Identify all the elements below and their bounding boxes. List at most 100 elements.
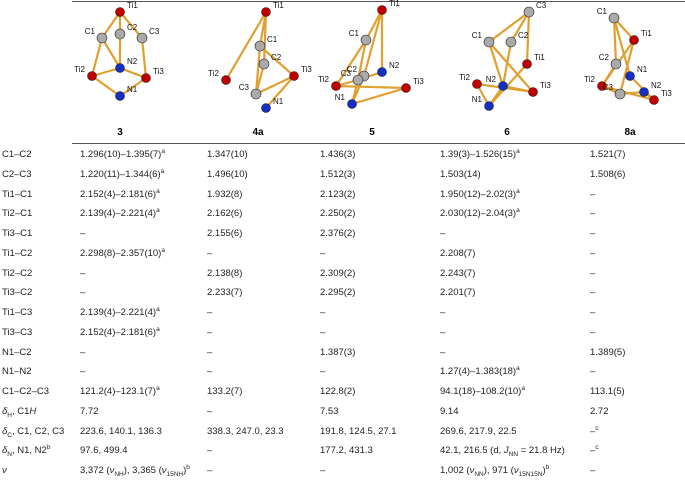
bond [255,75,295,95]
atom [96,32,108,44]
text-part: – [590,425,596,437]
cell: 2.138(8) [207,268,242,280]
text-part: 1.387(3) [320,346,356,358]
atom-label: N2 [389,61,400,70]
text-part: N1–C2 [2,346,32,358]
atom [136,32,148,44]
atom [610,58,622,70]
cell: 1.496(10) [207,169,248,181]
atom [639,87,649,97]
cell: 2.309(2) [320,268,355,280]
atom-label: C2 [599,53,610,62]
text-part: 1.39(3)–1.526(15) [440,149,517,160]
cell: 94.1(18)–108.2(10)a [440,385,525,398]
text-part: – [590,208,596,220]
atom [114,28,126,40]
text-part: – [207,465,213,476]
cell: 2.295(2) [320,287,355,299]
text-part: 223.6, 140.1, 136.3 [80,425,162,437]
cell: – [590,307,595,319]
text-part: b [186,463,190,471]
bond [618,39,636,95]
text-part: – [320,307,326,318]
row-label: Ti1–C1 [2,189,32,201]
text-part: 1.436(3) [320,149,356,160]
atom-label: N2 [127,57,138,66]
text-part: 42.1, 216.5 (d, [440,445,504,457]
bond [488,41,534,93]
text-part: a [156,305,160,313]
text-part: C [7,431,12,439]
atom [261,103,271,113]
text-part: Ti2–C1 [2,208,33,220]
cell: 1.220(11)–1.344(6)a [80,168,164,181]
cell: – [207,406,212,418]
cell: – [590,248,595,260]
cell: – [320,307,325,319]
row-label: ν [2,465,7,477]
cell: 269.6, 217.9, 22.5 [440,426,517,438]
column-header: 6 [504,127,510,138]
cell: – [440,307,445,319]
atom [377,67,387,77]
cell: 133.2(7) [207,386,242,398]
bond [101,37,121,69]
atom-label: Ti3 [413,77,424,86]
atom-label: C3 [341,69,352,78]
text-part: 2.295(2) [320,287,356,299]
atom-label: Ti1 [273,1,284,10]
cell: 2.208(7) [440,248,475,260]
text-part: 1,002 ( [440,465,470,476]
atom-label: C3 [239,83,250,92]
text-part: – [320,326,326,338]
atom-label: N1 [273,97,284,106]
cell: 2.139(4)–2.221(4)a [80,207,160,220]
text-part: C1–C2–C3 [2,386,49,397]
cell: 1.389(5) [590,347,625,359]
text-part: – [590,307,596,318]
text-part: 121.2(4)–123.1(7) [80,386,157,397]
cell: 2.152(4)–2.181(6)a [80,326,160,339]
cell: 1.39(3)–1.526(15)a [440,148,520,161]
atom [483,36,495,48]
column-header: 8a [624,127,636,138]
cell: –c [590,425,599,438]
atom [505,36,517,48]
text-part: Ti3–C3 [2,326,33,338]
text-part: – [440,346,446,358]
atom [347,99,357,109]
row-label: N1–C2 [2,347,32,359]
atom [261,7,271,17]
cell: 2.243(7) [440,268,475,280]
bond [254,45,262,95]
atom-label: Ti2 [318,75,329,84]
text-part: 191.8, 124.5, 27.1 [320,425,397,437]
atom-label: Ti2 [74,65,85,74]
cell: 2.139(4)–2.221(4)a [80,305,160,319]
text-part: , C1, C2, C3 [11,425,65,437]
text-part: J [503,445,509,457]
cell: – [207,248,212,260]
text-part: N [7,451,12,459]
cell: 1.347(10) [207,149,248,161]
cell: 2.233(7) [207,287,242,299]
atom [629,35,639,45]
cell: – [320,465,325,477]
text-part: 2.208(7) [440,247,476,259]
text-part: 2.243(7) [440,267,476,279]
row-label: Ti2–C2 [2,268,32,280]
text-part: – [590,445,596,457]
cell: 1.950(12)–2.02(3)a [440,188,520,201]
text-part: – [207,307,213,318]
text-part: – [590,247,596,259]
atom [352,74,364,86]
text-part: 113.1(5) [590,386,625,397]
text-part: ν [161,465,167,476]
text-part: NH [114,470,124,478]
text-part: , C1 [11,405,30,417]
text-part: 1.296(10)–1.395(7) [80,149,162,160]
text-part: a [516,365,520,373]
bond [365,9,383,41]
text-part: ν [469,465,475,476]
